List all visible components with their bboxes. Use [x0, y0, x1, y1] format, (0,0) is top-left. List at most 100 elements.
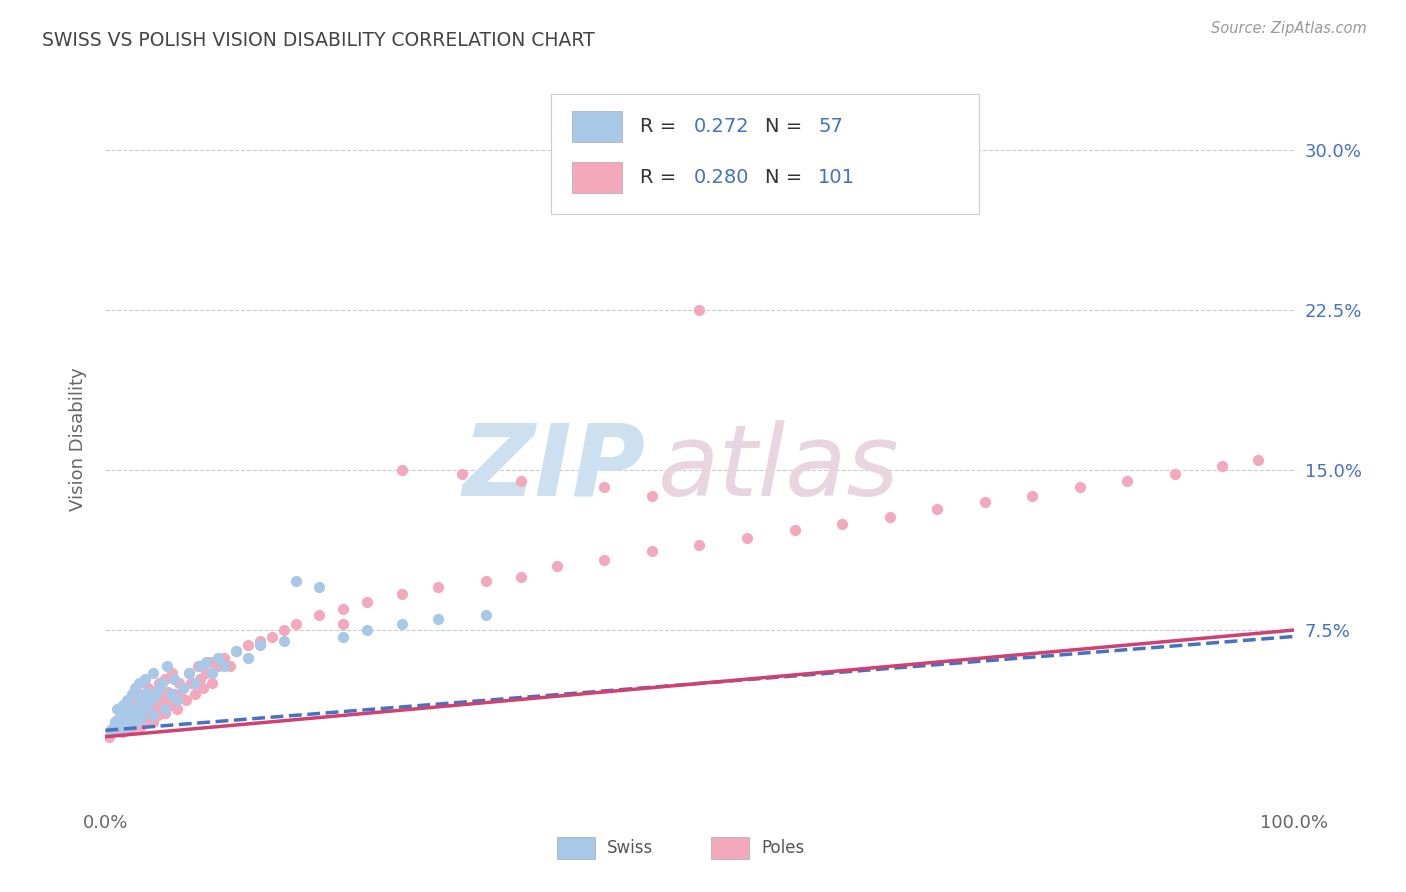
Point — [121, 713, 143, 727]
Point — [180, 676, 202, 690]
Point — [308, 581, 330, 595]
Point — [450, 467, 472, 482]
Point — [783, 523, 806, 537]
Point — [128, 676, 150, 690]
Point — [105, 702, 128, 716]
FancyBboxPatch shape — [551, 94, 979, 214]
Point — [510, 570, 533, 584]
Point — [121, 706, 143, 721]
Point — [115, 698, 138, 712]
Point — [219, 659, 242, 673]
Text: ZIP: ZIP — [463, 420, 645, 516]
Point — [195, 665, 218, 680]
Point — [225, 644, 247, 658]
Point — [391, 587, 413, 601]
Point — [207, 659, 229, 673]
Point — [125, 710, 148, 724]
Point — [110, 708, 132, 723]
Point — [118, 719, 141, 733]
Point — [136, 681, 159, 695]
Point — [128, 713, 150, 727]
Point — [159, 698, 181, 712]
Point — [121, 693, 143, 707]
Point — [172, 681, 194, 695]
Point — [105, 717, 128, 731]
Point — [112, 702, 135, 716]
Point — [187, 659, 209, 673]
Point — [128, 698, 150, 712]
Point — [1069, 480, 1091, 494]
Point — [214, 650, 236, 665]
Point — [134, 672, 156, 686]
Point — [146, 708, 169, 723]
Text: SWISS VS POLISH VISION DISABILITY CORRELATION CHART: SWISS VS POLISH VISION DISABILITY CORREL… — [42, 31, 595, 50]
Text: 57: 57 — [818, 117, 844, 136]
Point — [925, 501, 948, 516]
Point — [183, 687, 205, 701]
Point — [166, 702, 188, 716]
Point — [142, 714, 165, 729]
Point — [108, 713, 131, 727]
Point — [172, 681, 194, 695]
Point — [121, 714, 143, 729]
Point — [174, 693, 197, 707]
Text: 101: 101 — [818, 168, 855, 187]
Point — [124, 681, 146, 695]
Text: Swiss: Swiss — [607, 838, 652, 857]
Point — [260, 630, 283, 644]
Point — [148, 676, 170, 690]
Point — [156, 659, 179, 673]
Point — [112, 721, 135, 735]
Point — [134, 693, 156, 707]
Text: R =: R = — [640, 168, 682, 187]
Point — [112, 725, 135, 739]
Point — [201, 665, 224, 680]
Point — [160, 665, 183, 680]
Point — [1021, 489, 1043, 503]
Point — [104, 714, 127, 729]
Point — [427, 581, 450, 595]
Point — [593, 553, 616, 567]
Point — [100, 723, 122, 738]
FancyBboxPatch shape — [711, 837, 749, 859]
Point — [136, 685, 159, 699]
Point — [118, 708, 141, 723]
Point — [129, 691, 152, 706]
Point — [127, 702, 149, 716]
Point — [214, 659, 236, 673]
Point — [105, 713, 128, 727]
Point — [356, 623, 378, 637]
Point — [153, 702, 176, 716]
Point — [143, 689, 166, 703]
Point — [139, 698, 162, 712]
Point — [1116, 474, 1139, 488]
Point — [153, 706, 176, 721]
Point — [190, 659, 212, 673]
Point — [127, 706, 149, 721]
Point — [191, 681, 214, 695]
Point — [157, 685, 180, 699]
Point — [115, 706, 138, 721]
Point — [546, 559, 568, 574]
Point — [284, 616, 307, 631]
Point — [142, 685, 165, 699]
Point — [149, 698, 172, 712]
Point — [112, 698, 135, 712]
Point — [129, 719, 152, 733]
Point — [332, 630, 354, 644]
Point — [159, 687, 181, 701]
Point — [641, 544, 664, 558]
Point — [129, 702, 152, 716]
Text: 0.280: 0.280 — [693, 168, 749, 187]
FancyBboxPatch shape — [572, 162, 623, 193]
Text: atlas: atlas — [658, 420, 900, 516]
Point — [356, 595, 378, 609]
Point — [142, 708, 165, 723]
Point — [183, 676, 205, 690]
Text: R =: R = — [640, 117, 682, 136]
Point — [391, 463, 413, 477]
Point — [124, 719, 146, 733]
Point — [427, 612, 450, 626]
Point — [115, 693, 138, 707]
Point — [973, 495, 995, 509]
